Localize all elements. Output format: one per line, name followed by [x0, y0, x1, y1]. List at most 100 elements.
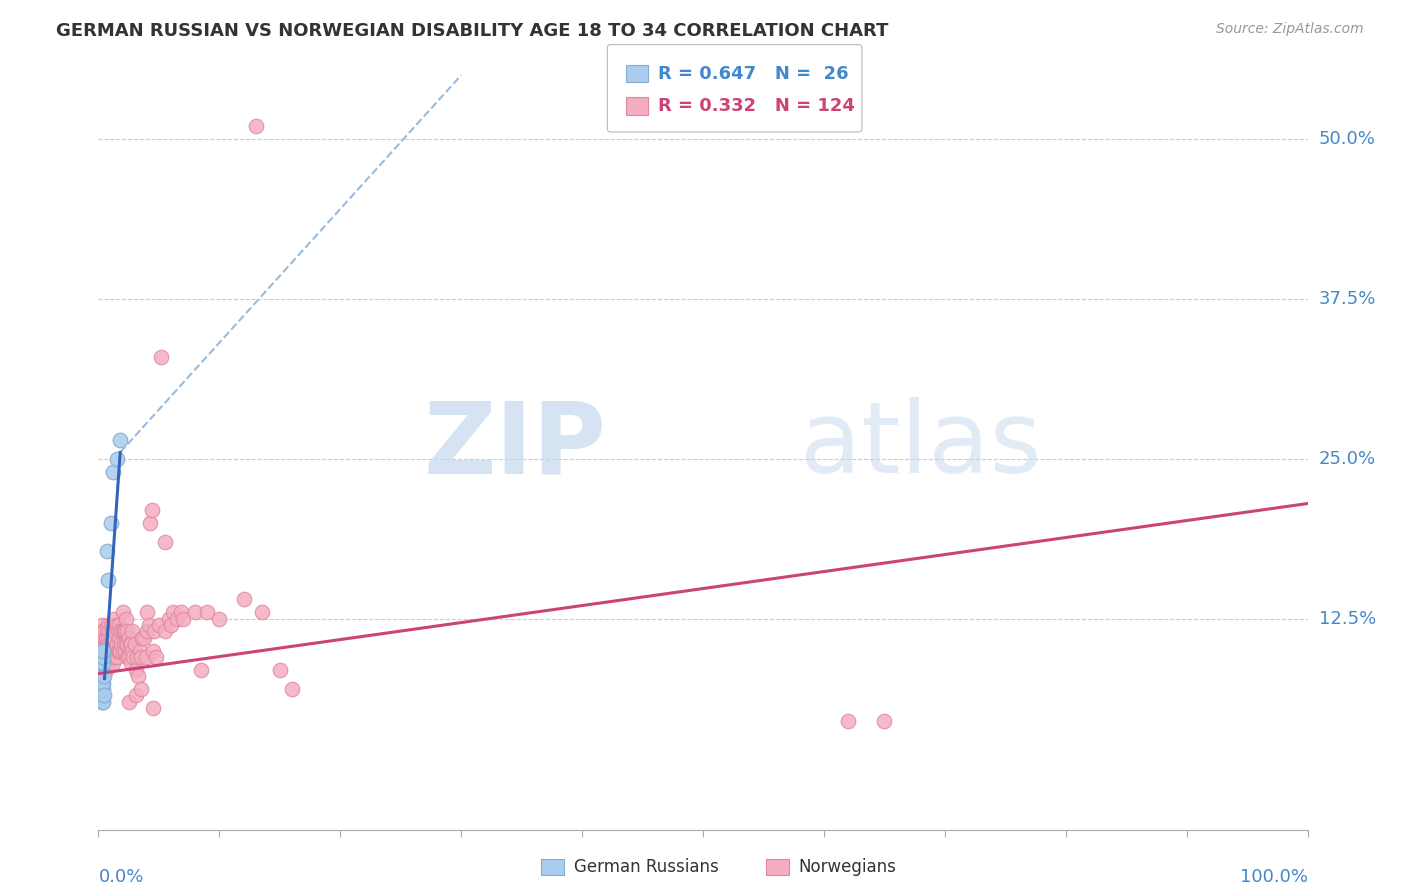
- Point: [145, 649, 167, 664]
- Text: German Russians: German Russians: [574, 858, 718, 876]
- Point: [91, 695, 114, 709]
- Point: [120, 657, 142, 671]
- Point: [118, 637, 141, 651]
- Point: [96, 637, 118, 651]
- Point: [91, 663, 114, 677]
- Point: [110, 637, 132, 651]
- Point: [97, 649, 120, 664]
- Point: [103, 631, 125, 645]
- Point: [108, 618, 131, 632]
- Text: R = 0.332   N = 124: R = 0.332 N = 124: [658, 97, 855, 115]
- Point: [157, 612, 180, 626]
- Point: [127, 649, 149, 664]
- Point: [153, 624, 176, 639]
- Point: [184, 605, 207, 619]
- Point: [101, 643, 124, 657]
- Point: [105, 451, 128, 466]
- Point: [93, 689, 115, 703]
- Point: [115, 612, 138, 626]
- Point: [160, 618, 183, 632]
- Point: [117, 637, 139, 651]
- Text: 0.0%: 0.0%: [98, 869, 143, 887]
- Point: [134, 631, 156, 645]
- Point: [195, 605, 218, 619]
- Point: [245, 120, 267, 134]
- Text: ZIP: ZIP: [423, 398, 606, 494]
- Point: [97, 643, 120, 657]
- Point: [110, 624, 132, 639]
- Point: [98, 657, 121, 671]
- Point: [93, 663, 115, 677]
- Point: [91, 643, 114, 657]
- Point: [250, 605, 273, 619]
- Point: [91, 649, 114, 664]
- Point: [118, 631, 141, 645]
- Point: [97, 573, 120, 587]
- Point: [166, 612, 188, 626]
- Point: [91, 675, 114, 690]
- Point: [162, 605, 184, 619]
- Point: [142, 701, 165, 715]
- Point: [96, 657, 118, 671]
- Point: [108, 631, 131, 645]
- Point: [122, 649, 145, 664]
- Point: [91, 624, 114, 639]
- Point: [94, 631, 117, 645]
- Point: [121, 643, 143, 657]
- Point: [148, 618, 170, 632]
- Point: [90, 649, 112, 664]
- Point: [91, 669, 114, 683]
- Point: [100, 637, 122, 651]
- Point: [90, 657, 112, 671]
- Point: [121, 624, 143, 639]
- Point: [91, 643, 114, 657]
- Point: [96, 544, 118, 558]
- Point: [150, 350, 173, 364]
- Point: [94, 637, 117, 651]
- Point: [114, 643, 136, 657]
- Point: [108, 643, 131, 657]
- Point: [98, 637, 121, 651]
- Point: [112, 624, 135, 639]
- Point: [107, 624, 129, 639]
- Point: [108, 643, 131, 657]
- Point: [91, 657, 114, 671]
- Point: [91, 663, 114, 677]
- Point: [93, 624, 115, 639]
- Point: [153, 534, 176, 549]
- Point: [97, 618, 120, 632]
- Point: [105, 649, 128, 664]
- Point: [91, 657, 114, 671]
- Point: [131, 631, 153, 645]
- Point: [91, 649, 114, 664]
- Point: [142, 643, 165, 657]
- Point: [93, 637, 115, 651]
- Point: [101, 657, 124, 671]
- Point: [94, 657, 117, 671]
- Point: [96, 624, 118, 639]
- Point: [125, 689, 148, 703]
- Point: [93, 649, 115, 664]
- Point: [93, 643, 115, 657]
- Point: [129, 681, 152, 696]
- Point: [91, 675, 114, 690]
- Point: [143, 624, 166, 639]
- Point: [94, 663, 117, 677]
- Point: [135, 605, 157, 619]
- Point: [172, 612, 194, 626]
- Point: [91, 649, 114, 664]
- Point: [100, 516, 122, 530]
- Text: Source: ZipAtlas.com: Source: ZipAtlas.com: [1216, 22, 1364, 37]
- Point: [100, 618, 122, 632]
- Text: 50.0%: 50.0%: [1319, 130, 1375, 148]
- Point: [837, 714, 859, 728]
- Point: [108, 433, 131, 447]
- Point: [91, 689, 114, 703]
- Point: [101, 465, 124, 479]
- Point: [128, 643, 150, 657]
- Point: [94, 643, 117, 657]
- Point: [114, 624, 136, 639]
- Point: [169, 605, 191, 619]
- Point: [100, 643, 122, 657]
- Point: [139, 516, 162, 530]
